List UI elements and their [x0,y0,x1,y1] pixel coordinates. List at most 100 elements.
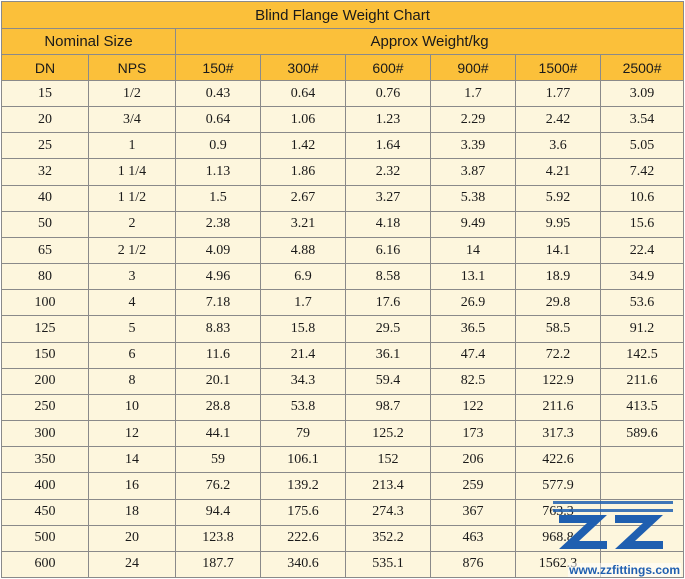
weight-cell: 15.8 [260,315,346,343]
weight-cell [599,550,685,579]
weight-cell: 29.8 [515,289,601,317]
dn-cell: 350 [1,446,89,474]
dn-cell: 65 [1,236,89,265]
weight-cell: 152 [345,446,431,474]
weight-cell: 3.21 [260,210,346,238]
nps-cell: 1 1/4 [88,158,176,186]
class-header-300: 300# [260,54,346,81]
weight-cell: 8.58 [345,263,431,291]
weight-cell: 211.6 [599,367,685,395]
table-row: 250 10 28.8 53.8 98.7 122 211.6 413.5 [1,393,685,422]
dn-header: DN [1,54,89,81]
weight-cell: 1.5 [175,184,261,212]
weight-cell: 8.83 [175,315,261,343]
weight-cell: 53.8 [260,393,346,422]
table-row: 600 24 187.7 340.6 535.1 876 1562.3 [1,550,685,579]
nps-cell: 16 [88,472,176,500]
weight-cell: 15.6 [599,210,685,238]
approx-weight-header: Approx Weight/kg [174,28,685,55]
weight-cell: 1.86 [260,158,346,186]
weight-cell: 577.9 [515,472,601,500]
weight-cell: 213.4 [345,472,431,500]
nps-header: NPS [88,54,176,81]
weight-cell: 9.49 [430,210,516,238]
weight-cell: 222.6 [260,524,346,552]
weight-cell: 1.7 [430,79,516,108]
dn-cell: 80 [1,263,89,291]
weight-cell: 10.6 [599,184,685,212]
weight-cell: 11.6 [175,341,261,369]
class-header-150: 150# [175,54,261,81]
weight-cell: 3.54 [599,106,685,134]
weight-cell: 76.2 [175,472,261,500]
weight-cell: 0.43 [175,79,261,108]
nps-cell: 20 [88,524,176,552]
weight-cell: 0.64 [260,79,346,108]
nps-cell: 6 [88,341,176,369]
weight-cell: 98.7 [345,393,431,422]
dn-cell: 300 [1,420,89,448]
weight-cell: 175.6 [260,498,346,526]
nps-cell: 14 [88,446,176,474]
weight-cell: 413.5 [599,393,685,422]
table-row: 400 16 76.2 139.2 213.4 259 577.9 [1,472,685,500]
weight-cell: 34.3 [260,367,346,395]
weight-cell: 20.1 [175,367,261,395]
weight-cell: 58.5 [515,315,601,343]
weight-cell: 340.6 [260,550,346,579]
dn-cell: 15 [1,79,89,108]
weight-cell: 7.42 [599,158,685,186]
weight-cell: 274.3 [345,498,431,526]
weight-cell: 13.1 [430,263,516,291]
weight-cell: 1.13 [175,158,261,186]
weight-cell: 125.2 [345,420,431,448]
weight-cell: 47.4 [430,341,516,369]
weight-cell: 5.38 [430,184,516,212]
table-row: 20 3/4 0.64 1.06 1.23 2.29 2.42 3.54 [1,106,685,134]
weight-cell: 876 [430,550,516,579]
weight-cell [599,524,685,552]
weight-cell: 123.8 [175,524,261,552]
dn-cell: 150 [1,341,89,369]
table-row: 15 1/2 0.43 0.64 0.76 1.7 1.77 3.09 [1,79,685,108]
weight-cell: 211.6 [515,393,601,422]
nps-cell: 8 [88,367,176,395]
weight-cell: 6.16 [345,236,431,265]
weight-cell: 7.18 [175,289,261,317]
weight-cell: 72.2 [515,341,601,369]
weight-cell: 14 [430,236,516,265]
dn-cell: 500 [1,524,89,552]
weight-cell: 79 [260,420,346,448]
weight-cell: 1.06 [260,106,346,134]
weight-cell: 36.1 [345,341,431,369]
class-header-1500: 1500# [515,54,601,81]
weight-cell: 0.9 [175,132,261,160]
table-row: 450 18 94.4 175.6 274.3 367 763.3 [1,498,685,526]
weight-cell: 142.5 [599,341,685,369]
chart-title: Blind Flange Weight Chart [0,1,685,29]
nominal-size-header: Nominal Size [1,28,176,55]
table-row: 200 8 20.1 34.3 59.4 82.5 122.9 211.6 [1,367,685,395]
weight-cell: 259 [430,472,516,500]
weight-cell: 82.5 [430,367,516,395]
nps-cell: 2 [88,210,176,238]
weight-cell: 422.6 [515,446,601,474]
weight-cell: 5.92 [515,184,601,212]
weight-cell: 29.5 [345,315,431,343]
weight-cell: 3.6 [515,132,601,160]
nps-cell: 1 [88,132,176,160]
weight-cell: 122.9 [515,367,601,395]
weight-cell: 4.88 [260,236,346,265]
table-header: Blind Flange Weight Chart Nominal Size A… [0,1,685,81]
nps-cell: 5 [88,315,176,343]
weight-cell: 968.8 [515,524,601,552]
dn-cell: 400 [1,472,89,500]
dn-cell: 20 [1,106,89,134]
weight-cell: 9.95 [515,210,601,238]
dn-cell: 250 [1,393,89,422]
weight-cell: 173 [430,420,516,448]
weight-cell: 1.64 [345,132,431,160]
weight-cell: 2.42 [515,106,601,134]
weight-cell: 3.87 [430,158,516,186]
